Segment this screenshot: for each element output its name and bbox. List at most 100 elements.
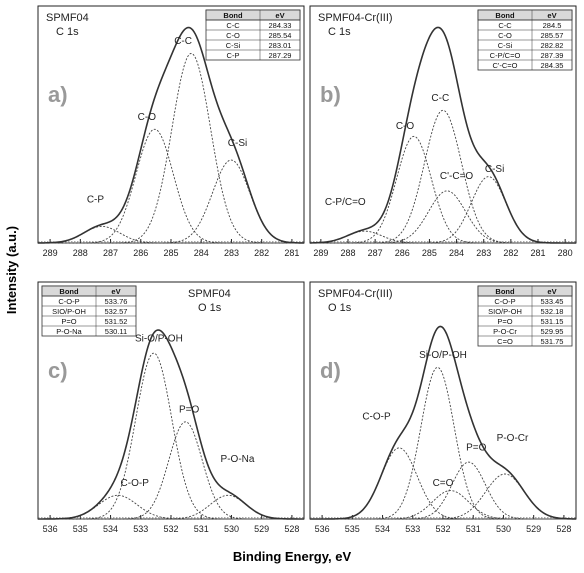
legend-table: Bond eV C-C 284.5 C-O 285.57 C-Si 282.82 C-P/C=O… [477, 9, 573, 71]
legend-table: Bond eV C-O-P 533.76 SIO/P-OH 532.57 P=O 531.52… [41, 285, 137, 337]
peak-label: Si-O/P-OH [135, 333, 183, 344]
panel-title: SPMF04 [188, 288, 231, 300]
legend-bond: P-O-Cr [493, 327, 517, 336]
legend-bond: C-Si [498, 41, 513, 50]
legend-bond: C-O [226, 31, 240, 40]
panel-title: SPMF04 [46, 12, 89, 24]
legend-ev: 284.5 [543, 21, 562, 30]
x-tick-label: 283 [224, 248, 239, 258]
legend-bond: P-O-Na [56, 327, 82, 336]
x-tick-label: 531 [466, 524, 481, 534]
panel-c: 536 535 534 533 532 531 530 529 528Si-O/P-OHP=OP… [37, 281, 305, 534]
legend-bond: C-O-P [58, 297, 79, 306]
x-tick-label: 284 [194, 248, 209, 258]
x-tick-label: 530 [496, 524, 511, 534]
legend-ev: 530.11 [105, 327, 127, 336]
x-tick-label: 536 [43, 524, 58, 534]
envelope-curve [37, 329, 304, 520]
x-tick-label: 283 [476, 248, 491, 258]
x-tick-label: 528 [556, 524, 571, 534]
plot-frame [309, 5, 577, 244]
panel-b: 289 288 287 286 285 284 283 282 281 280C-CC-OC'-C… [309, 5, 577, 258]
legend-bond: C-C [498, 21, 512, 30]
x-tick-label: 533 [405, 524, 420, 534]
panel-d: 536 535 534 533 532 531 530 529 528 Si-O/P-OH C-O-… [309, 281, 577, 534]
legend-bond: C-O-P [494, 297, 515, 306]
peak-label: C-P [87, 195, 105, 206]
peak-label: P=O [466, 442, 487, 453]
legend-ev: 283.01 [269, 41, 292, 50]
component-peak-c-p-c-o [309, 230, 576, 244]
legend-ev: 282.82 [541, 41, 564, 50]
component-peak-p-o [310, 461, 576, 520]
component-peak-c-o [310, 135, 576, 244]
x-tick-label: 288 [340, 248, 355, 258]
legend-ev: 532.57 [105, 307, 128, 316]
peak-label: C'-C=O [440, 171, 474, 182]
x-tick-label: 534 [375, 524, 390, 534]
x-tick-label: 286 [395, 248, 410, 258]
x-tick-label: 282 [503, 248, 518, 258]
component-peak-si-o-p-oh [310, 366, 576, 520]
x-tick-label: 535 [73, 524, 88, 534]
x-tick-label: 532 [163, 524, 178, 534]
peak-label: C-C [431, 93, 449, 104]
legend-bond: P=O [497, 317, 512, 326]
legend-ev: 532.18 [541, 307, 564, 316]
x-axis-label: Binding Energy, eV [232, 549, 352, 564]
legend-table: Bond eV C-C 284.33 C-O 285.54 C-Si 283.01 C-P 287… [205, 9, 301, 61]
x-tick-label: 289 [313, 248, 328, 258]
legend-bond: C-O [498, 31, 512, 40]
x-tick-label: 286 [133, 248, 148, 258]
x-tick-label: 529 [526, 524, 541, 534]
panel-letter: c) [48, 358, 68, 383]
panel-a: 289 288 287 286 285 284 283 282 281C-CC-OC-SiC-P… [37, 5, 305, 258]
legend-header: Bond [495, 287, 515, 296]
component-peak-si-o-p-oh [38, 352, 304, 520]
envelope-curve [309, 26, 576, 244]
x-tick-label: 289 [43, 248, 58, 258]
peak-label: C-Si [228, 138, 247, 149]
x-tick-label: 282 [254, 248, 269, 258]
legend-header: eV [275, 11, 284, 20]
legend-ev: 531.15 [541, 317, 564, 326]
x-tick-label: 531 [194, 524, 209, 534]
x-tick-label: 285 [422, 248, 437, 258]
legend-ev: 284.33 [269, 21, 292, 30]
x-tick-label: 284 [449, 248, 464, 258]
legend-table: Bond eV C-O-P 533.45 SIO/P-OH 532.18 P=O 531.15… [477, 285, 573, 347]
peak-label: Si-O/P-OH [419, 350, 467, 361]
legend-ev: 284.35 [541, 61, 564, 70]
x-tick-label: 528 [284, 524, 299, 534]
x-tick-label: 532 [435, 524, 450, 534]
legend-header: Bond [223, 11, 243, 20]
x-tick-label: 285 [163, 248, 178, 258]
panel-title: C 1s [328, 26, 351, 38]
legend-ev: 533.76 [105, 297, 128, 306]
peak-label: P=O [179, 404, 200, 415]
panel-title: O 1s [328, 302, 352, 314]
component-peak-c-o [310, 490, 576, 520]
component-peak-p-o [38, 421, 304, 520]
legend-bond: SIO/P-OH [52, 307, 86, 316]
x-tick-label: 534 [103, 524, 118, 534]
panel-letter: b) [320, 82, 341, 107]
component-peak-c-si [310, 176, 576, 244]
panel-title: C 1s [56, 26, 79, 38]
peak-label: P-O-Cr [497, 433, 529, 444]
legend-bond: C-P/C=O [490, 51, 521, 60]
peak-label: C-P/C=O [325, 197, 366, 208]
legend-ev: 285.54 [269, 31, 292, 40]
peak-label: C-O [138, 112, 157, 123]
y-axis-label: Intensity (a.u.) [4, 225, 19, 315]
peak-label: C-O-P [121, 478, 150, 489]
x-tick-label: 535 [345, 524, 360, 534]
x-tick-label: 287 [368, 248, 383, 258]
peak-label: C=O [433, 478, 454, 489]
component-peak-c-c-o [310, 190, 576, 244]
legend-ev: 287.39 [541, 51, 564, 60]
peak-label: C-Si [485, 164, 504, 175]
legend-bond: C'-C=O [493, 61, 518, 70]
legend-header: eV [547, 11, 556, 20]
legend-bond: C-P [227, 51, 240, 60]
